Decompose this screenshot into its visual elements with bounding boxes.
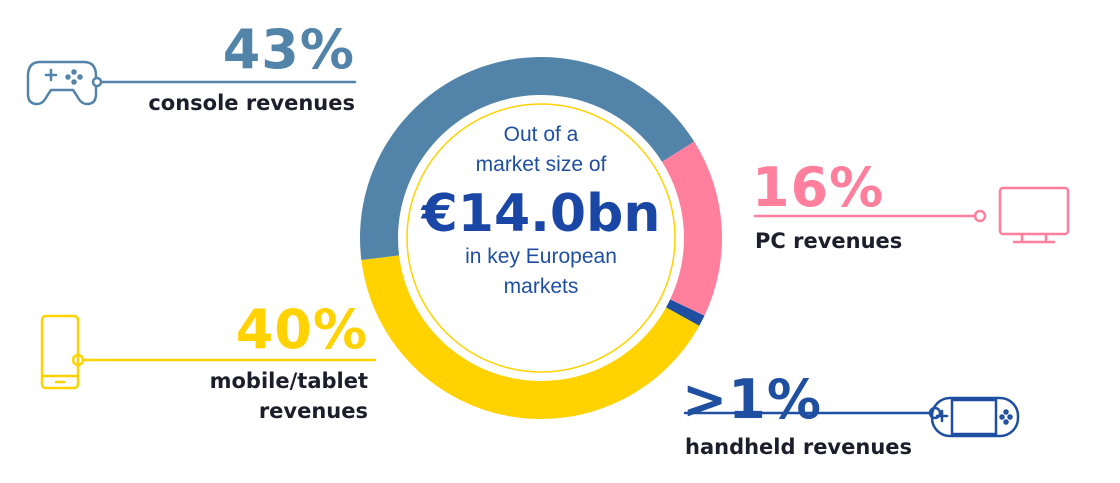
console-icon [26, 60, 357, 106]
center-text: €14.0bn [421, 184, 661, 244]
inner-ring [406, 103, 676, 373]
category-label: handheld revenues [685, 435, 913, 459]
pc-icon [753, 186, 1070, 244]
donut-segment [662, 141, 723, 316]
center-text: Out of a market size of [475, 123, 607, 176]
donut-segment [666, 299, 705, 326]
value-label: >1% [682, 368, 822, 431]
connectors [26, 60, 1070, 438]
value-label: 43% [222, 18, 355, 81]
center-text: in key European markets [465, 245, 617, 298]
category-label: console revenues [148, 91, 355, 115]
value-label: 16% [752, 156, 885, 219]
handheld-icon [683, 396, 1020, 438]
category-label: PC revenues [755, 229, 903, 253]
value-label: 40% [235, 298, 368, 361]
donut-segment [361, 255, 700, 419]
donut-segment [360, 56, 695, 261]
category-label: mobile/tablet revenues [209, 369, 368, 423]
mobile-icon [40, 314, 377, 390]
